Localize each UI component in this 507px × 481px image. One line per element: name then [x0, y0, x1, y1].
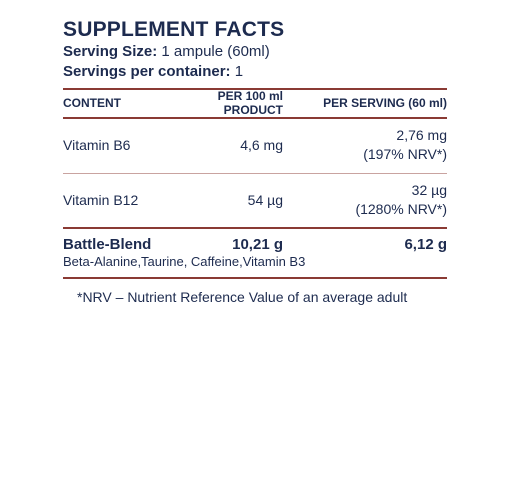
serving-size-label: Serving Size: — [63, 43, 158, 60]
per-serving-nrv: (197% NRV*) — [363, 146, 447, 162]
table-row: Vitamin B12 54 µg 32 µg (1280% NRV*) — [63, 174, 447, 227]
serving-size-value: 1 ampule (60ml) — [161, 43, 270, 60]
divider — [63, 117, 447, 119]
blend-row: Battle-Blend 10,21 g 6,12 g — [63, 236, 447, 254]
blend-section: Battle-Blend 10,21 g 6,12 g Beta-Alanine… — [63, 229, 447, 277]
blend-per-100ml: 10,21 g — [232, 236, 283, 253]
divider — [63, 227, 447, 229]
column-header-per-serving: PER SERVING (60 ml) — [323, 96, 447, 110]
table-row: Vitamin B6 4,6 mg 2,76 mg (197% NRV*) — [63, 119, 447, 173]
servings-per-container-label: Servings per container: — [63, 63, 231, 80]
divider — [63, 88, 447, 90]
nutrient-per-100ml: 54 µg — [247, 192, 283, 208]
per-serving-amount: 32 µg — [411, 182, 447, 198]
nutrient-per-serving: 2,76 mg (197% NRV*) — [283, 126, 447, 164]
servings-per-container: Servings per container: 1 — [63, 62, 447, 82]
nutrient-name: Vitamin B6 — [63, 137, 131, 153]
nutrient-per-serving: 32 µg (1280% NRV*) — [283, 181, 447, 219]
column-header-per-100ml: PER 100 ml PRODUCT — [217, 89, 283, 117]
panel-title: SUPPLEMENT FACTS — [63, 18, 285, 41]
nutrient-per-100ml: 4,6 mg — [240, 137, 283, 153]
per-serving-amount: 2,76 mg — [396, 127, 447, 143]
blend-per-serving: 6,12 g — [404, 236, 447, 253]
footnote: *NRV – Nutrient Reference Value of an av… — [77, 289, 408, 305]
serving-size: Serving Size: 1 ampule (60ml) — [63, 42, 447, 62]
supplement-facts-panel: SUPPLEMENT FACTS Serving Size: 1 ampule … — [63, 18, 447, 306]
divider — [63, 277, 447, 279]
servings-per-container-value: 1 — [234, 63, 244, 80]
table-header: CONTENT PER 100 ml PRODUCT PER SERVING (… — [63, 89, 447, 117]
divider — [63, 173, 447, 174]
blend-name: Battle-Blend — [63, 236, 152, 253]
column-header-content: CONTENT — [63, 96, 121, 110]
per-serving-nrv: (1280% NRV*) — [355, 201, 447, 217]
nutrient-name: Vitamin B12 — [63, 192, 139, 208]
blend-ingredients: Beta-Alanine,Taurine, Caffeine,Vitamin B… — [63, 254, 306, 269]
